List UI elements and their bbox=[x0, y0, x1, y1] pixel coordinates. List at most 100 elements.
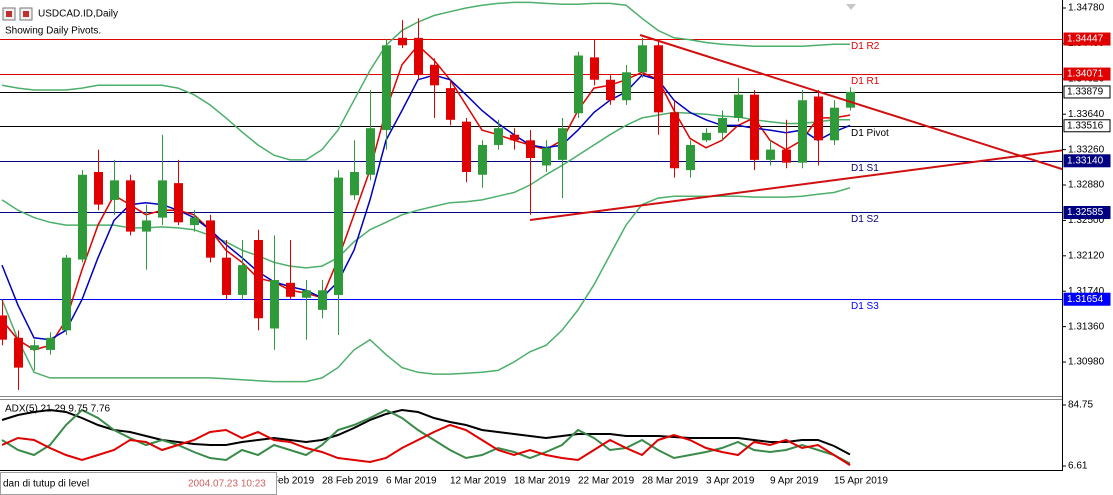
x-tick-label: 15 Apr 2019 bbox=[834, 476, 888, 487]
y-tick-label: 1.31740 bbox=[1068, 286, 1105, 297]
candle-body bbox=[590, 57, 599, 80]
adx-panel bbox=[1, 408, 851, 466]
candle-body bbox=[494, 128, 503, 145]
y-tick-label: 1.34780 bbox=[1068, 3, 1105, 14]
chart-subtitle: Showing Daily Pivots. bbox=[5, 26, 101, 37]
candle-body bbox=[254, 239, 263, 319]
candle-body bbox=[142, 220, 151, 232]
candle-body bbox=[846, 91, 855, 108]
pivot-name: D1 Pivot bbox=[851, 128, 889, 139]
pivot-name: D1 S2 bbox=[851, 214, 879, 225]
y-tick-label: 1.30980 bbox=[1068, 357, 1105, 368]
candle-body bbox=[190, 217, 199, 226]
status-message: dan di tutup di level bbox=[3, 479, 89, 490]
x-tick-label: 6 Mar 2019 bbox=[386, 476, 437, 487]
candle-body bbox=[382, 45, 391, 131]
chart-title: USDCAD.ID,Daily bbox=[38, 9, 118, 20]
candle-body bbox=[478, 144, 487, 175]
candle-body bbox=[654, 45, 663, 113]
pivot-price-label: 1.31654 bbox=[1067, 294, 1104, 305]
candle-body bbox=[0, 315, 7, 340]
candle-body bbox=[510, 134, 519, 141]
icon-glyph bbox=[6, 11, 12, 17]
candle-body bbox=[574, 55, 583, 114]
candle-body bbox=[814, 96, 823, 141]
candle-body bbox=[174, 183, 183, 223]
x-tick-label: 18 Mar 2019 bbox=[514, 476, 571, 487]
candle-body bbox=[78, 174, 87, 260]
candle-body bbox=[766, 149, 775, 160]
pivot-name: D1 S3 bbox=[851, 301, 879, 312]
adx-line bbox=[1, 423, 851, 466]
candle-body bbox=[286, 282, 295, 297]
candle-body bbox=[686, 144, 695, 171]
candle-body bbox=[446, 88, 455, 120]
candle-body bbox=[302, 290, 311, 298]
candle-body bbox=[670, 112, 679, 169]
candle-body bbox=[350, 171, 359, 196]
adx-line bbox=[1, 408, 851, 456]
candle-body bbox=[558, 128, 567, 160]
x-tick-label: 3 Apr 2019 bbox=[706, 476, 755, 487]
adx-title: ADX(5) 21.29 9.75 7.76 bbox=[5, 404, 111, 415]
y-tick-label: 1.33640 bbox=[1068, 109, 1105, 120]
last-price-label: 1.33879 bbox=[1067, 87, 1104, 98]
candle-body bbox=[334, 177, 343, 295]
candle-body bbox=[62, 257, 71, 331]
candle-body bbox=[542, 147, 551, 166]
candle-body bbox=[782, 149, 791, 163]
indicator-line bbox=[1, 44, 851, 351]
candle-body bbox=[318, 290, 327, 310]
trend-line bbox=[639, 34, 1062, 171]
y-tick-label: 84.75 bbox=[1068, 400, 1093, 411]
candle-body bbox=[462, 121, 471, 172]
candle-body bbox=[702, 132, 711, 141]
y-tick-label: 1.32500 bbox=[1068, 215, 1105, 226]
candle-body bbox=[206, 220, 215, 258]
pivot-price-label: 1.33140 bbox=[1067, 155, 1104, 166]
candle-body bbox=[126, 180, 135, 232]
x-tick-label: 12 Mar 2019 bbox=[450, 476, 507, 487]
pivot-price-label: 1.34447 bbox=[1067, 34, 1104, 45]
candle-body bbox=[430, 64, 439, 86]
indicator-line bbox=[1, 1, 850, 161]
status-time: 2004.07.23 10:23 bbox=[188, 479, 266, 490]
candle-body bbox=[638, 45, 647, 73]
last-price-box bbox=[1063, 85, 1111, 99]
main-panel: D1 R2 D1 R1 D1 Pivot D1 S1 D1 S2 D1 S3 bbox=[0, 1, 1062, 390]
candle-body bbox=[414, 37, 423, 76]
candle-body bbox=[14, 337, 23, 368]
candle-body bbox=[94, 171, 103, 205]
shift-marker bbox=[846, 4, 856, 10]
x-tick-label: 9 Apr 2019 bbox=[770, 476, 819, 487]
candle-body bbox=[30, 345, 39, 350]
indicator-line bbox=[1, 74, 851, 341]
candle-body bbox=[110, 180, 119, 200]
candle-body bbox=[734, 94, 743, 118]
pivot-price-label: 1.34071 bbox=[1067, 69, 1104, 80]
candle-body bbox=[526, 140, 535, 158]
candle-body bbox=[222, 257, 231, 295]
x-tick-label: 22 Feb 2019 bbox=[258, 476, 315, 487]
candle-body bbox=[750, 94, 759, 160]
candle-body bbox=[830, 107, 839, 141]
candle-body bbox=[366, 128, 375, 175]
pivot-name: D1 R1 bbox=[851, 76, 880, 87]
x-tick-label: 22 Mar 2019 bbox=[578, 476, 635, 487]
candle-body bbox=[622, 72, 631, 101]
icon-glyph bbox=[23, 11, 29, 17]
y-tick-label: 6.61 bbox=[1068, 461, 1088, 472]
y-tick-label: 1.32120 bbox=[1068, 250, 1105, 261]
candle-body bbox=[606, 79, 615, 101]
x-tick-label: 28 Feb 2019 bbox=[322, 476, 379, 487]
candle-body bbox=[158, 180, 167, 218]
pivot-price-box bbox=[1063, 32, 1111, 46]
candle-body bbox=[46, 337, 55, 350]
x-tick-label: 28 Mar 2019 bbox=[642, 476, 699, 487]
trend-line bbox=[529, 149, 1062, 221]
pivot-price-box bbox=[1063, 154, 1111, 168]
candle-body bbox=[238, 265, 247, 295]
pivot-price-box bbox=[1063, 67, 1111, 81]
